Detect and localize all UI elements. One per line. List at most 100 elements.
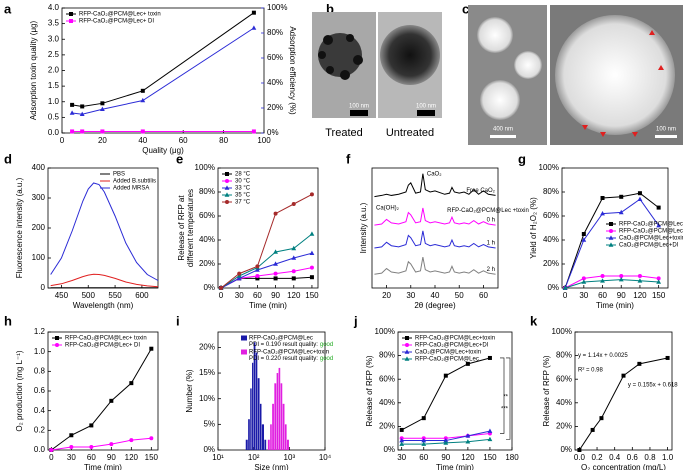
y-axis-label: Fluorescence intensity (a.u.) — [15, 177, 24, 278]
x-tick-label: 0.2 — [591, 453, 603, 462]
y-tick-label: 0% — [203, 445, 215, 454]
y-axis-label: different temperatures — [186, 189, 195, 267]
histogram-bar — [278, 367, 281, 450]
marker — [656, 276, 661, 281]
plot-frame — [217, 167, 319, 289]
marker — [149, 346, 154, 351]
x-tick-label: 0 — [563, 291, 568, 300]
series-line — [578, 357, 668, 451]
x-tick-label: 40 — [138, 136, 147, 145]
marker — [225, 172, 229, 176]
series-line — [374, 173, 496, 198]
marker — [621, 373, 626, 378]
marker — [49, 448, 54, 452]
sem-image-overview — [468, 5, 547, 145]
panel-letter: d — [4, 151, 12, 166]
y-axis-label: Release of RFP at — [177, 195, 186, 261]
legend-label: RFP-CaO₂@PCM@Lec+ DI — [65, 343, 140, 349]
marker — [581, 237, 587, 242]
x-tick-label: 0.6 — [627, 453, 639, 462]
series-line — [72, 27, 255, 115]
annotation: R² = 0.98 — [578, 367, 604, 373]
histogram-bar — [272, 403, 274, 450]
marker — [465, 439, 471, 444]
plot-frame — [47, 331, 159, 451]
marker — [637, 278, 643, 283]
y-tick-label: 0.6 — [34, 386, 46, 395]
marker — [581, 276, 586, 281]
legend-swatch — [241, 335, 247, 341]
y-tick-label: 40% — [543, 235, 559, 244]
panel-letter: j — [353, 313, 358, 328]
panel-letter: k — [530, 313, 538, 328]
annotation: RFP-CaO₂@PCM@Lec +toxin — [447, 208, 529, 214]
series-line — [564, 192, 659, 289]
marker — [465, 361, 470, 366]
series-line — [374, 257, 496, 275]
marker — [399, 441, 405, 446]
y-tick-label: 1.2 — [34, 327, 46, 336]
marker — [309, 265, 314, 270]
annotation: *** — [501, 406, 509, 412]
y-tick-label: 20% — [379, 422, 395, 431]
x-tick-label: 30 — [67, 453, 76, 462]
histogram-bar — [270, 424, 272, 450]
series-line — [50, 273, 159, 288]
x-tick-label: 30 — [579, 291, 588, 300]
x-tick-label: 100 — [257, 136, 271, 145]
y-tick-label: 20% — [556, 422, 572, 431]
legend-label: 28 °C — [235, 172, 251, 178]
marker — [421, 437, 427, 443]
x-tick-label: 60 — [479, 291, 488, 300]
plot-frame — [397, 331, 513, 451]
x-tick-label: 80 — [219, 136, 228, 145]
marker — [129, 381, 134, 386]
annotation: ** — [503, 394, 508, 400]
y-tick-label: 4.0 — [48, 3, 60, 12]
legend-label: 30 °C — [235, 179, 251, 185]
marker — [399, 437, 405, 443]
x-tick-label: 60 — [253, 291, 262, 300]
marker — [255, 264, 260, 269]
panel-letter: c — [462, 1, 469, 16]
legend-label: RFP-CaO₂@PCM@Lec+toxin — [249, 350, 329, 356]
panel-letter: a — [4, 1, 12, 16]
scale-bar-label: 100 nm — [349, 104, 369, 110]
marker — [581, 232, 586, 236]
y-tick-label: 10% — [199, 394, 215, 403]
marker — [637, 274, 642, 278]
marker — [599, 416, 604, 421]
y-tick-label: 20% — [199, 259, 215, 268]
tem-image-treated — [312, 12, 376, 118]
marker — [619, 274, 624, 278]
y-tick-label: 3.0 — [48, 34, 60, 43]
marker — [255, 274, 260, 278]
marker — [225, 200, 229, 204]
x-tick-label: 10³ — [284, 453, 296, 462]
panel-letter: e — [176, 151, 183, 166]
marker — [89, 423, 94, 428]
marker — [55, 336, 59, 340]
series-line — [220, 193, 313, 289]
y-tick-label: 0.4 — [34, 406, 46, 415]
marker — [291, 202, 296, 206]
x-tick-label: 10⁴ — [319, 453, 332, 462]
x-tick-label: 90 — [271, 291, 280, 300]
y-tick-label: 0.2 — [34, 425, 46, 434]
x-tick-label: 1.0 — [662, 453, 674, 462]
x-tick-label: 150 — [652, 291, 666, 300]
marker — [100, 106, 105, 112]
marker — [70, 102, 75, 107]
marker — [69, 445, 74, 450]
x-tick-label: 30 — [235, 291, 244, 300]
annotation: y = 0.155x + 0.618 — [628, 383, 678, 389]
marker — [149, 436, 154, 441]
marker — [421, 416, 426, 421]
marker — [619, 194, 624, 199]
y-tick-label: 5% — [203, 419, 215, 428]
marker — [562, 285, 568, 290]
marker — [273, 249, 278, 254]
legend-label: RFP-CaO₂@PCM@Lec+DI — [415, 343, 489, 349]
marker — [487, 355, 492, 360]
